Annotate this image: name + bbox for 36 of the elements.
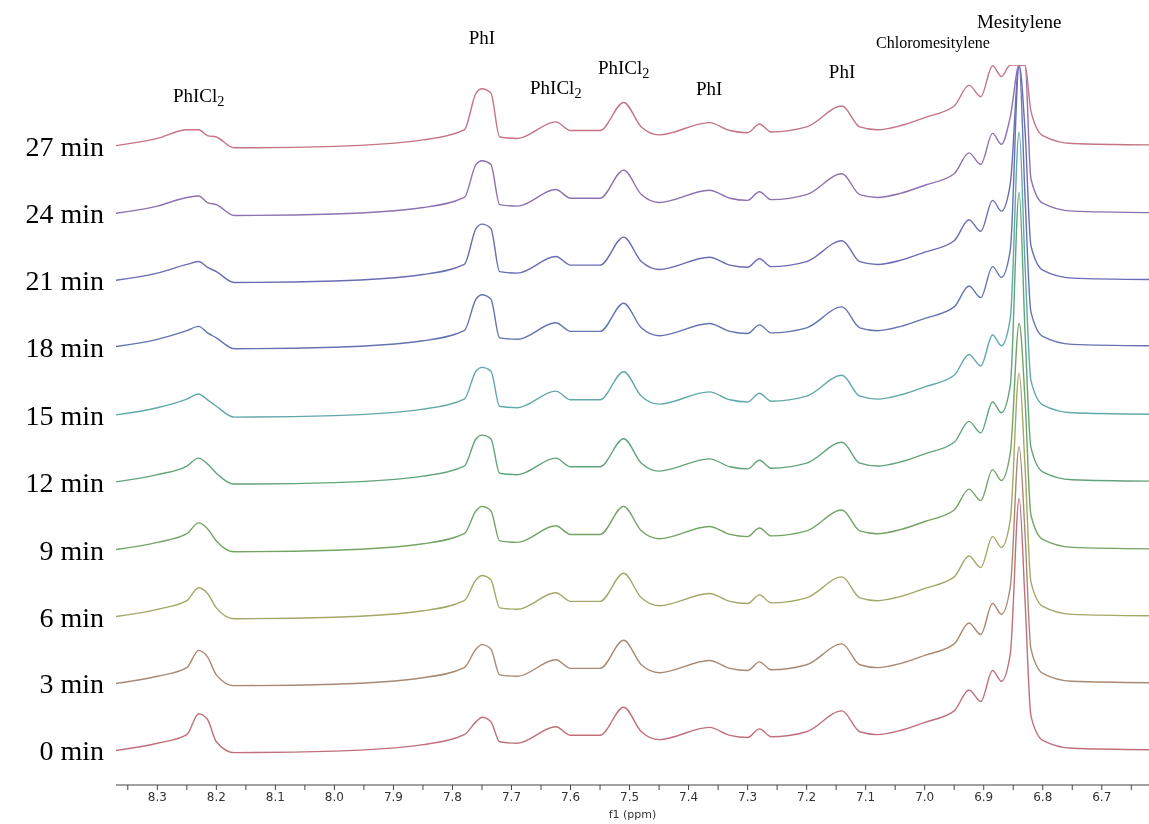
x-tick-label: 7.2 [797, 789, 817, 804]
x-tick-label: 8.1 [265, 789, 285, 804]
annotation: PhICl$_{2}$ [597, 57, 650, 82]
x-tick-label: 7.4 [679, 789, 699, 804]
series-label: 27 min [25, 130, 104, 162]
x-tick-label: 7.7 [501, 789, 522, 804]
series-label: 24 min [25, 198, 104, 230]
x-tick-label: 7.1 [856, 789, 876, 804]
x-tick-label: 8.2 [206, 789, 226, 804]
series-label: 9 min [39, 534, 104, 566]
x-axis-title: f1 (ppm) [608, 808, 657, 821]
annotation: PhICl$_{2}$ [172, 84, 225, 109]
annotation: PhI [828, 61, 856, 83]
series-label: 15 min [25, 399, 104, 431]
x-tick-label: 6.7 [1092, 789, 1112, 804]
annotation: PhI [696, 77, 723, 99]
x-tick-label: 7.0 [915, 789, 935, 804]
x-tick-label: 7.8 [442, 789, 463, 804]
x-tick-label: 7.3 [738, 789, 758, 804]
x-tick-label: 7.5 [620, 789, 640, 804]
x-tick-label: 6.8 [1033, 789, 1053, 804]
x-tick-label: 7.9 [383, 789, 403, 804]
annotation: PhI [468, 26, 496, 48]
x-tick-label: 7.6 [560, 789, 581, 804]
x-tick-label: 8.3 [147, 789, 167, 804]
series-label: 3 min [39, 668, 104, 700]
x-tick-label: 8.0 [324, 789, 344, 804]
series-label: 12 min [25, 466, 104, 498]
series-label: 18 min [25, 331, 104, 363]
annotation: Mesitylene [976, 11, 1062, 32]
series-label: 21 min [25, 265, 104, 297]
series-label: 0 min [39, 735, 104, 767]
series-label: 6 min [39, 601, 104, 633]
annotation: PhICl$_{2}$ [530, 76, 582, 102]
text: Chloromesitylene [876, 34, 990, 52]
x-tick-label: 6.9 [974, 789, 994, 804]
